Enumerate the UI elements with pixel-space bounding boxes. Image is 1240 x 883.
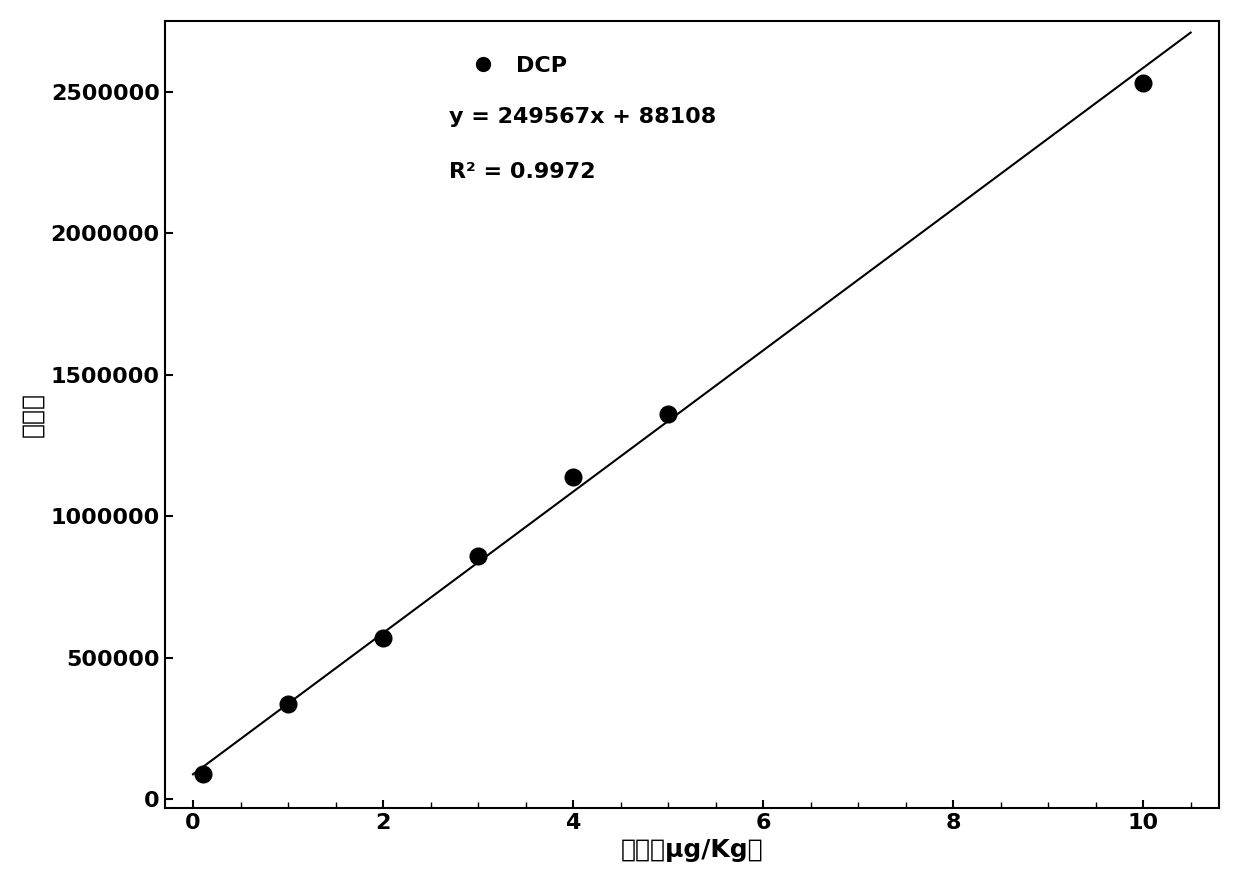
Point: [1133, 76, 1153, 90]
Legend: DCP: DCP: [460, 56, 567, 76]
Point: [373, 630, 393, 645]
Text: y = 249567x + 88108: y = 249567x + 88108: [449, 108, 717, 127]
Y-axis label: 峰面积: 峰面积: [21, 392, 45, 437]
Point: [278, 697, 298, 711]
X-axis label: 浓度（μg/Kg）: 浓度（μg/Kg）: [620, 838, 763, 862]
Point: [192, 767, 212, 781]
Point: [469, 548, 489, 562]
Text: R² = 0.9972: R² = 0.9972: [449, 162, 595, 183]
Point: [563, 470, 583, 484]
Point: [658, 407, 678, 421]
